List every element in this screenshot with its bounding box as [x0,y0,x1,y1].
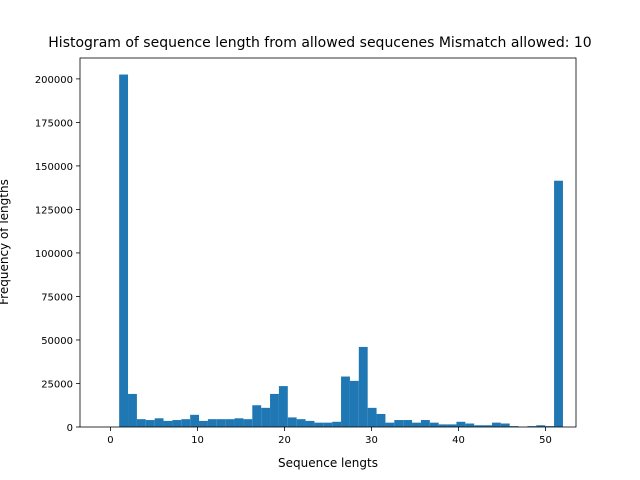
histogram-bar [341,376,350,427]
x-axis-ticks: 0 10 20 30 40 50 [107,427,552,446]
histogram-bar [412,422,421,427]
histogram-bar [332,421,342,427]
y-tick-label: 50000 [41,336,73,347]
histogram-bar [429,422,439,427]
histogram-bar [403,420,413,427]
y-tick-label: 0 [67,423,73,434]
histogram-bar [207,419,217,427]
histogram-bar [500,423,510,427]
y-tick-label: 100000 [35,249,73,260]
x-tick-label: 50 [539,435,552,446]
histogram-bar [367,407,377,427]
histogram-bar [261,407,271,427]
histogram-bar [358,346,368,427]
histogram-bar [136,419,146,427]
y-tick-label: 175000 [35,118,73,129]
histogram-bar [545,426,555,427]
histogram-bar [509,426,519,427]
histogram-bar [128,393,137,427]
histogram-bar [190,414,200,427]
histogram-bar [420,420,430,427]
histogram-bar [376,413,386,427]
chart-title: Histogram of sequence length from allowe… [48,35,591,51]
histogram-bar [349,380,359,427]
y-tick-label: 75000 [41,292,73,303]
histogram-bar [243,419,253,427]
histogram-bar [119,74,129,428]
y-tick-label: 125000 [35,205,73,216]
histogram-bar [296,419,306,427]
histogram-bar [394,420,404,427]
histogram-bar [216,419,226,427]
histogram-bar [323,422,333,427]
y-tick-label: 25000 [41,379,73,390]
histogram-bar [163,420,173,427]
histogram-bar [385,422,395,427]
x-axis-label: Sequence lengts [278,456,378,470]
histogram-bar [270,393,279,427]
x-tick-label: 0 [107,435,113,446]
histogram-bar [278,386,288,427]
histogram-bar [314,422,324,427]
plot-frame [79,57,577,428]
histogram-bar [225,419,235,427]
histogram-bar [554,180,563,427]
histogram-bar [145,420,155,427]
histogram-bar [305,420,315,427]
y-tick-label: 200000 [35,75,73,86]
histogram-bar [287,417,297,427]
bars-group [119,74,563,428]
x-tick-label: 30 [365,435,378,446]
histogram-bar [172,420,182,427]
histogram-bar [536,425,546,427]
histogram-bar [527,426,537,427]
histogram-bar [465,423,475,427]
x-tick-label: 40 [452,435,465,446]
histogram-bar [199,420,208,427]
histogram-bar [491,422,501,427]
histogram-bar [456,421,466,427]
histogram-bar [181,419,191,427]
y-axis-label: Frequency of lengths [0,179,11,305]
y-tick-label: 150000 [35,162,73,173]
x-tick-label: 20 [278,435,291,446]
histogram-bar [438,424,448,427]
histogram-bar [474,425,484,427]
y-axis-ticks: 0 25000 50000 75000 100000 125000 150000 175000… [35,75,80,434]
histogram-bar [234,418,244,427]
histogram-bar [252,405,262,427]
histogram-bar [483,425,492,427]
x-tick-label: 10 [191,435,204,446]
histogram-bar [154,418,164,427]
histogram-bar [447,424,457,427]
